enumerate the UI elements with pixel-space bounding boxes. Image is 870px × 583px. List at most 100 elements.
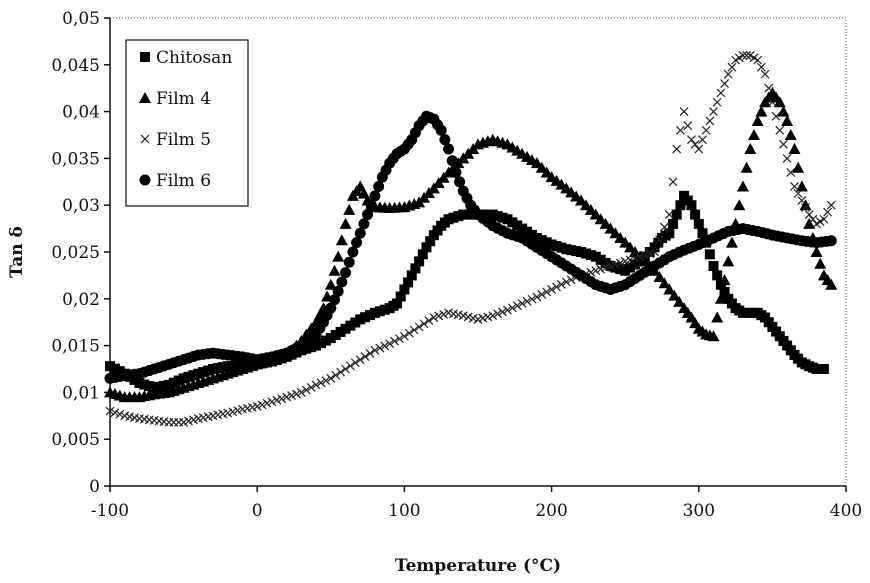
chitosan-point (414, 256, 425, 267)
film-4-point (773, 96, 786, 108)
film-5-point (493, 309, 503, 319)
film-5-point (498, 307, 507, 317)
film-6-point (343, 256, 355, 268)
film-6-point (347, 246, 359, 258)
film-5-point (341, 364, 350, 374)
chitosan-point (664, 228, 675, 239)
chitosan-point (818, 364, 829, 374)
film-5-point (742, 51, 752, 60)
film-5-point (698, 135, 707, 145)
film-5-point (360, 352, 370, 361)
film-5-point (370, 345, 380, 355)
film-5-point (760, 69, 770, 79)
film-4-point (825, 278, 838, 290)
film-6-point (332, 285, 344, 297)
y-tick-label: 0,05 (62, 9, 100, 29)
x-tick-label: 300 (683, 501, 715, 521)
film-4-point (781, 114, 794, 126)
film-5-point (694, 144, 704, 154)
film-6-point (439, 134, 451, 146)
film-5-point (826, 200, 836, 210)
film-4-point (357, 187, 370, 199)
film-5-point (620, 256, 630, 266)
film-4-point (714, 292, 727, 304)
film-5-point (675, 125, 685, 135)
film-4-point (335, 234, 348, 246)
film-5-point (517, 299, 527, 308)
film-6-point (336, 276, 348, 288)
chitosan-point (704, 249, 715, 260)
film-6-point (351, 237, 363, 249)
film-5-point (316, 378, 326, 388)
chitosan-point (686, 200, 697, 211)
film-5-point (790, 182, 799, 191)
film-4-point (658, 277, 671, 289)
film-4-point (328, 264, 341, 276)
legend-item-film-6: Film 6 (139, 171, 211, 191)
legend-label-film-4: Film 4 (156, 89, 211, 109)
x-axis: -100 0 100 200 300 400 (91, 485, 862, 521)
film-5-point (346, 361, 355, 371)
film-5-point (727, 62, 737, 72)
chitosan-point (392, 298, 403, 309)
film-5-point (668, 177, 678, 187)
film-5-point (267, 397, 277, 407)
film-5-point (399, 331, 409, 341)
film-5-point (591, 266, 601, 276)
film-5-point (429, 313, 439, 322)
legend-marker-film-6 (139, 174, 151, 186)
y-tick-label: 0,04 (62, 103, 100, 123)
film-5-point (537, 290, 547, 299)
legend-item-film-5: Film 5 (140, 130, 211, 150)
film-5-point (635, 252, 645, 262)
film-4-point (788, 143, 801, 155)
film-6-point (373, 180, 385, 192)
film-6-point (446, 155, 458, 167)
film-5-point (716, 88, 726, 98)
chitosan-point (410, 263, 421, 274)
film-4-point (707, 330, 720, 342)
film-4-point (810, 246, 823, 257)
x-tick-label: 400 (830, 501, 862, 521)
film-5-point (723, 69, 733, 79)
film-6-point (354, 227, 366, 239)
film-5-point (819, 214, 829, 224)
film-5-point (331, 370, 341, 380)
film-4-point (332, 250, 345, 262)
film-5-point (556, 280, 566, 289)
film-5-point (690, 139, 700, 149)
film-6-point (325, 302, 337, 314)
y-tick-label: 0,03 (62, 196, 100, 216)
film-4-point (740, 161, 753, 173)
film-5-point (395, 334, 404, 344)
film-5-point (561, 277, 571, 287)
film-5-point (336, 367, 346, 377)
film-5-point (687, 135, 696, 145)
film-5-point (375, 343, 385, 353)
film-5-point (350, 358, 360, 368)
film-5-point (808, 214, 818, 224)
y-tick-label: 0,01 (62, 383, 100, 403)
film-5-point (823, 207, 833, 217)
y-tick-label: 0,025 (51, 243, 100, 263)
film-4-point (711, 311, 724, 323)
film-5-point (414, 322, 424, 332)
y-axis: 0 0,005 0,01 0,015 0,02 0,025 0,03 0,035 0,04 0,0… (51, 9, 111, 497)
film-5-point (797, 196, 807, 205)
film-5-point (507, 303, 517, 313)
film-4-point (718, 274, 731, 286)
x-tick-label: 200 (535, 501, 567, 521)
chitosan-point (425, 236, 436, 247)
film-5-point (645, 249, 655, 258)
y-tick-label: 0,035 (51, 149, 100, 169)
film-4-point (744, 143, 757, 155)
series-layer (104, 51, 838, 427)
film-6-point (369, 190, 381, 202)
film-5-point (615, 258, 625, 268)
film-6-point (435, 124, 447, 136)
film-5-point (409, 325, 419, 335)
film-5-point (115, 409, 125, 419)
film-5-point (650, 247, 660, 257)
chitosan-point (690, 209, 701, 220)
